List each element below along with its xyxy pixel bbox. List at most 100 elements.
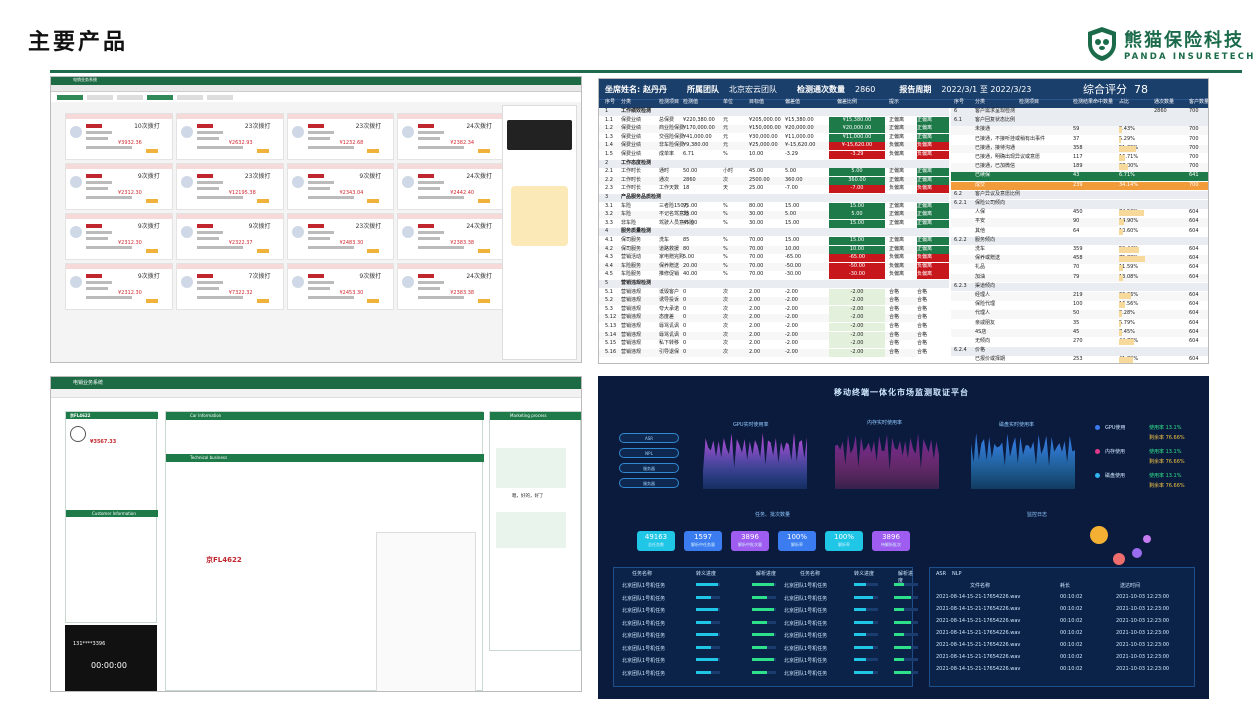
score-cell: 3 xyxy=(605,194,609,200)
log-tab[interactable]: NLP xyxy=(952,571,962,577)
customer-card[interactable]: 23次拨打 ¥2632.93 xyxy=(175,113,284,160)
progress-track xyxy=(854,583,878,586)
follow-button[interactable] xyxy=(145,299,158,303)
customer-card[interactable]: 9次拨打 ¥2312.30 xyxy=(65,213,173,260)
card-line xyxy=(418,237,441,240)
score-cell: 保费业绩 xyxy=(621,125,642,132)
task-col-header: 解析进度 xyxy=(898,571,914,584)
demand-cell: 2860 xyxy=(1154,108,1167,114)
side-tab[interactable]: NPL xyxy=(619,448,679,458)
follow-button[interactable] xyxy=(478,149,490,153)
card-line xyxy=(86,281,112,284)
demand-cell: 219 xyxy=(1073,292,1083,298)
customer-card[interactable]: 10次拨打 ¥3932.36 xyxy=(65,113,173,160)
card-line xyxy=(196,237,219,240)
call-widget[interactable]: 131****3396 00:00:00 xyxy=(65,625,157,691)
score-row-bg xyxy=(599,202,949,211)
task-name: 北京团队1号机任务 xyxy=(622,670,666,677)
popup-dialog[interactable] xyxy=(376,532,476,691)
score-row-bg xyxy=(599,194,949,202)
score-cell: 1.2 xyxy=(605,125,613,132)
demand-cell: 客户异议及意愿比例 xyxy=(975,190,1021,197)
customer-card[interactable]: 9次拨打 ¥2453.30 xyxy=(286,263,395,310)
follow-button[interactable] xyxy=(367,249,380,253)
score-cell: 营销违规 xyxy=(621,340,642,347)
score-col-header: 分类 xyxy=(975,99,986,105)
card-line xyxy=(86,181,112,184)
side-tab[interactable]: 服务器 xyxy=(619,478,679,488)
score-cell: 80 xyxy=(683,245,690,252)
follow-button[interactable] xyxy=(145,149,158,153)
demand-row-bg xyxy=(951,108,1208,117)
demand-cell: 8.43% xyxy=(1119,126,1135,133)
follow-button[interactable] xyxy=(478,299,490,303)
deviation-cell: -2.00 xyxy=(829,340,885,349)
crm-filter-bar[interactable] xyxy=(51,92,581,102)
score-cell: 0 xyxy=(683,331,687,338)
customer-card[interactable]: 9次拨打 ¥2343.04 xyxy=(286,163,395,210)
hint-cell: 正偏离 xyxy=(917,202,949,211)
customer-card[interactable]: 9次拨打 ¥2312.30 xyxy=(65,163,173,210)
customer-card[interactable]: 23次拨打 ¥12195.38 xyxy=(175,163,284,210)
card-price: ¥2343.04 xyxy=(339,190,364,196)
customer-card[interactable]: 23次拨打 ¥1232.68 xyxy=(286,113,395,160)
follow-button[interactable] xyxy=(145,199,158,203)
score-cell: 保司服务 xyxy=(621,245,642,252)
score-report-screenshot: 坐席姓名: 赵丹丹 所属团队 北京宏云团队 检测通次数量 2860 报告周期 2… xyxy=(598,78,1209,364)
follow-button[interactable] xyxy=(367,299,380,303)
count-label: 检测通次数量 xyxy=(796,84,845,94)
demand-cell: 保险代理 xyxy=(975,301,996,308)
progress-track xyxy=(894,608,918,611)
customer-card[interactable]: 7次拨打 ¥7322.32 xyxy=(175,263,284,310)
card-price: ¥2442.40 xyxy=(450,190,475,196)
follow-button[interactable] xyxy=(256,199,269,203)
insurer-tag xyxy=(418,124,435,128)
customer-card[interactable]: 24次拨打 ¥2382.34 xyxy=(397,113,505,160)
demand-row-bg xyxy=(951,356,1208,363)
customer-card[interactable]: 23次拨打 ¥2483.30 xyxy=(286,213,395,260)
logo-en: PANDA INSURETECH xyxy=(1124,52,1256,62)
usage-area xyxy=(971,433,1075,489)
logo-cn: 熊猫保险科技 xyxy=(1124,30,1244,51)
log-file: 2021-08-14-15-21-17654226.wav xyxy=(936,654,1021,660)
card-price: ¥2483.30 xyxy=(339,240,364,246)
follow-button[interactable] xyxy=(256,249,269,253)
score-cell: 0 xyxy=(683,348,687,355)
follow-button[interactable] xyxy=(478,199,490,203)
customer-card[interactable]: 24次拨打 ¥2383.38 xyxy=(397,213,505,260)
side-tab[interactable]: 服务器 xyxy=(619,463,679,473)
customer-card[interactable]: 9次拨打 ¥2312.30 xyxy=(65,263,173,310)
score-cell: 2.00 xyxy=(749,297,761,304)
demand-cell: 100 xyxy=(1073,301,1083,308)
follow-button[interactable] xyxy=(256,299,269,303)
call-count: 24次拨打 xyxy=(466,123,492,130)
follow-button[interactable] xyxy=(478,249,490,253)
score-row-bg xyxy=(599,323,949,331)
score-cell: 天 xyxy=(723,185,729,192)
follow-button[interactable] xyxy=(256,149,269,153)
customer-card[interactable]: 24次拨打 ¥2383.38 xyxy=(397,263,505,310)
score-cell: 正偏离 xyxy=(889,176,905,183)
task-name: 北京团队1号机任务 xyxy=(622,583,666,589)
detail-tabs[interactable] xyxy=(51,389,581,398)
follow-button[interactable] xyxy=(367,149,380,153)
score-cell: 5.16 xyxy=(605,348,617,355)
progress-fill xyxy=(894,658,904,661)
side-tab[interactable]: ASR xyxy=(619,433,679,443)
car-brand-icon xyxy=(180,126,193,138)
follow-button[interactable] xyxy=(145,249,158,253)
crm-tabs[interactable] xyxy=(51,85,581,92)
crm-stats-box xyxy=(507,120,572,150)
score-cell: 5.14 xyxy=(605,331,617,338)
score-cell: 正偏离 xyxy=(889,125,905,132)
log-file: 2021-08-14-15-21-17654226.wav xyxy=(936,630,1021,636)
card-line xyxy=(307,287,330,290)
customer-card[interactable]: 9次拨打 ¥2322.37 xyxy=(175,213,284,260)
hint-cell: 正偏离 xyxy=(917,168,949,177)
usage-area-charts xyxy=(703,433,1075,489)
customer-card[interactable]: 24次拨打 ¥2442.40 xyxy=(397,163,505,210)
log-tab[interactable]: ASR xyxy=(936,571,947,577)
follow-button[interactable] xyxy=(367,199,380,203)
agent-name: 坐席姓名: 赵丹丹 xyxy=(605,84,667,94)
card-line xyxy=(307,131,334,134)
